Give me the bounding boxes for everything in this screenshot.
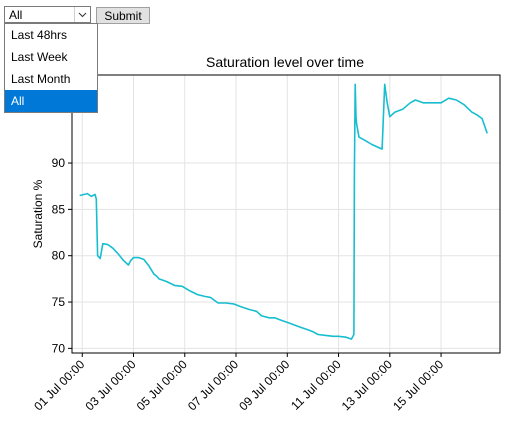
y-tick-label: 85 — [52, 202, 66, 216]
submit-button[interactable]: Submit — [96, 7, 150, 24]
range-select-value: All — [9, 8, 23, 22]
dropdown-option-last-month[interactable]: Last Month — [11, 72, 71, 86]
x-tick-label: 09 Jul 00:00 — [236, 357, 292, 413]
x-tick-label: 15 Jul 00:00 — [390, 357, 446, 413]
x-tick-label: 07 Jul 00:00 — [185, 357, 241, 413]
y-axis-label: Saturation % — [31, 179, 45, 248]
dropdown-option-last-48hrs[interactable]: Last 48hrs — [11, 28, 68, 42]
y-tick-label: 75 — [52, 295, 66, 309]
grid-lines — [72, 75, 500, 353]
y-tick-label: 90 — [52, 156, 66, 170]
x-tick-label: 01 Jul 00:00 — [31, 357, 87, 413]
dropdown-option-all[interactable]: All — [5, 90, 97, 112]
series-lines — [79, 83, 488, 340]
dropdown-option-last-week[interactable]: Last Week — [11, 50, 68, 64]
range-select[interactable]: All — [4, 6, 91, 23]
series-line-saturation — [79, 83, 488, 340]
x-tick-label: 05 Jul 00:00 — [134, 357, 190, 413]
y-ticks: 70 75 80 85 90 — [52, 156, 72, 355]
y-tick-label: 80 — [52, 249, 66, 263]
x-tick-label: 13 Jul 00:00 — [339, 357, 395, 413]
x-tick-label: 03 Jul 00:00 — [82, 357, 138, 413]
plot-frame — [71, 74, 501, 354]
range-dropdown-list: Last 48hrs Last Week Last Month All — [4, 23, 98, 113]
chart-title: Saturation level over time — [206, 54, 364, 70]
chevron-down-icon[interactable] — [74, 7, 90, 22]
y-tick-label: 70 — [52, 341, 66, 355]
x-tick-label: 11 Jul 00:00 — [288, 357, 344, 413]
